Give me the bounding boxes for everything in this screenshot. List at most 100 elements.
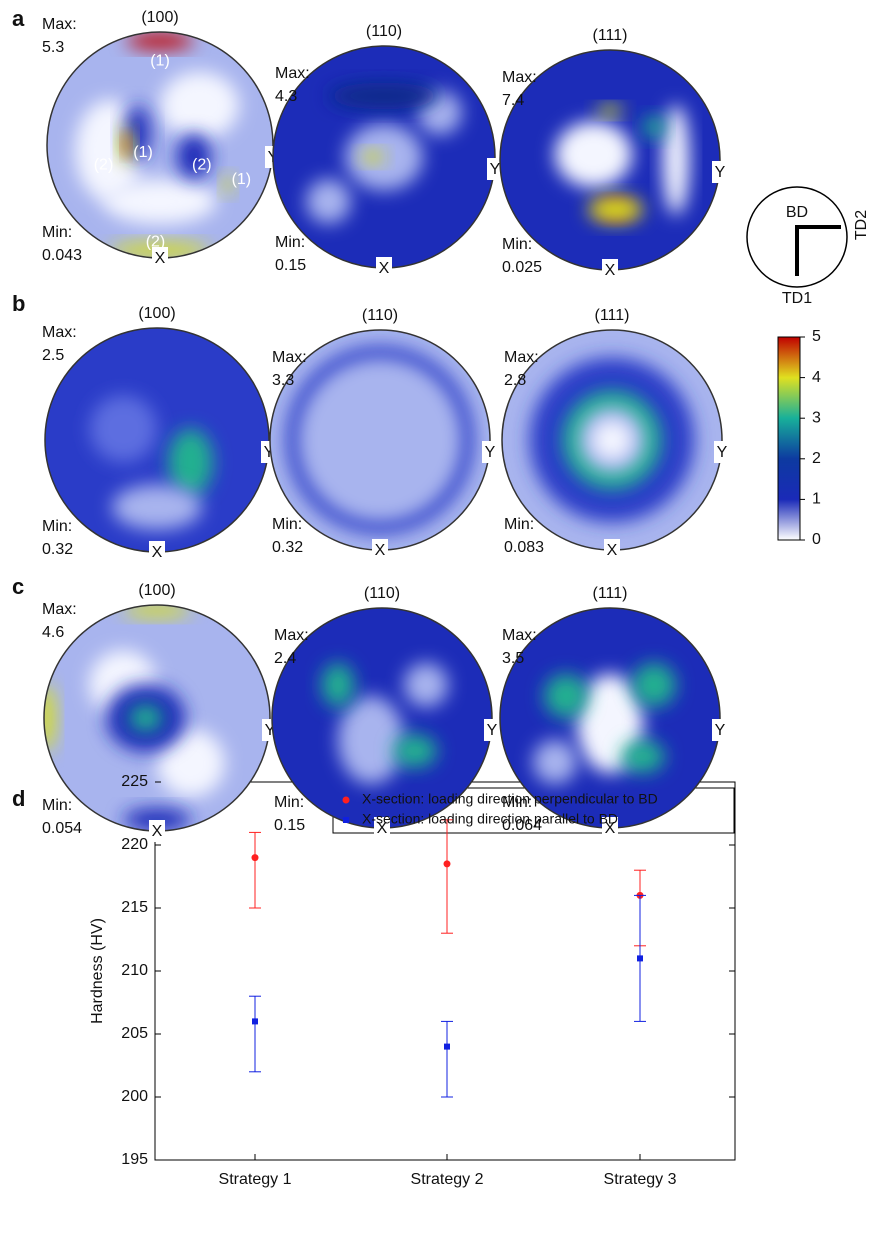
point [251, 854, 259, 862]
legend-label: X-section: loading direction perpendicul… [362, 791, 658, 807]
y-tick-label: 215 [121, 899, 148, 916]
intensity-blob [297, 357, 463, 523]
x-direction: X [375, 542, 386, 559]
min-label: Min: [274, 794, 304, 811]
pole-figure [502, 330, 722, 550]
y-tick-label: 195 [121, 1151, 148, 1168]
min-label: Min: [275, 234, 305, 251]
y-tick-label: 210 [121, 962, 148, 979]
colorbar-label: 3 [812, 409, 821, 426]
pole-figure [500, 50, 720, 270]
max-value: 5.3 [42, 39, 64, 56]
x-direction: X [152, 823, 163, 840]
pole-figure [45, 328, 269, 552]
figure-title: (110) [364, 585, 400, 602]
point [444, 1043, 450, 1050]
colorbar [777, 336, 801, 541]
max-value: 4.6 [42, 624, 64, 641]
intensity-blob [533, 740, 577, 784]
y-direction: Y [715, 164, 726, 181]
intensity-blob [160, 71, 240, 140]
bd-label: BD [786, 204, 808, 221]
panel-label: c [12, 574, 24, 599]
plot-frame [154, 781, 736, 1161]
y-direction: Y [490, 161, 501, 178]
y-tick-label: 220 [121, 836, 148, 853]
min-label: Min: [502, 236, 532, 253]
intensity-blob [588, 196, 643, 223]
intensity-blob [393, 734, 437, 768]
annotation: (2) [94, 157, 114, 174]
min-value: 0.064 [502, 817, 542, 834]
intensity-blob [123, 605, 191, 618]
max-value: 2.5 [42, 347, 64, 364]
intensity-blob [338, 696, 404, 784]
intensity-blob [643, 116, 665, 138]
intensity-blob [345, 123, 423, 191]
x-tick-label: Strategy 2 [411, 1171, 484, 1188]
min-value: 0.025 [502, 259, 542, 276]
annotation: (1) [133, 144, 153, 161]
pole-figure [272, 608, 492, 828]
annotation: (1) [232, 171, 252, 188]
axis-bg [152, 247, 168, 269]
min-value: 0.043 [42, 247, 82, 264]
intensity-blob [123, 808, 191, 831]
x-tick-label: Strategy 1 [219, 1171, 292, 1188]
axis-bg [376, 257, 392, 279]
axis-bg [149, 541, 165, 563]
intensity-blob [306, 179, 351, 224]
td1-label: TD1 [782, 290, 812, 307]
y-direction: Y [487, 722, 498, 739]
figure-title: (111) [593, 27, 628, 44]
panel-label: b [12, 291, 25, 316]
pole-figure [47, 32, 273, 258]
max-value: 2.8 [504, 372, 526, 389]
intensity-blob [328, 82, 440, 110]
intensity-blob [592, 420, 632, 460]
axis-bg [482, 441, 498, 463]
figure-title: (111) [595, 307, 630, 324]
y-tick-label: 225 [121, 773, 148, 790]
max-label: Max: [42, 324, 77, 341]
figure-title: (100) [138, 582, 175, 599]
axis-bg [604, 539, 620, 561]
y-direction: Y [264, 444, 275, 461]
figure-title: (100) [138, 305, 175, 322]
pole-figure [273, 46, 495, 268]
max-value: 3.5 [502, 650, 524, 667]
x-direction: X [377, 820, 388, 837]
intensity-blob [45, 328, 269, 552]
y-direction: Y [717, 444, 728, 461]
max-label: Max: [275, 65, 310, 82]
max-label: Max: [504, 349, 539, 366]
intensity-blob [555, 121, 632, 188]
axis-bg [487, 158, 503, 180]
axis-bg [602, 817, 618, 839]
min-value: 0.15 [274, 817, 305, 834]
max-label: Max: [42, 601, 77, 618]
point [637, 955, 643, 962]
max-label: Max: [272, 349, 307, 366]
td2-label: TD2 [853, 210, 870, 240]
colorbar-label: 0 [812, 531, 821, 548]
intensity-blob [122, 135, 130, 155]
axis-bg [372, 539, 388, 561]
min-value: 0.32 [42, 541, 73, 558]
min-value: 0.054 [42, 820, 82, 837]
intensity-blob [361, 150, 384, 164]
legend-marker [343, 817, 349, 823]
intensity-blob [126, 33, 194, 49]
intensity-blob [112, 484, 202, 530]
axis-bg [712, 719, 728, 741]
intensity-blob [128, 704, 163, 732]
intensity-blob [321, 663, 355, 707]
y-tick-label: 205 [121, 1025, 148, 1042]
max-label: Max: [42, 16, 77, 33]
intensity-blob [621, 740, 665, 773]
intensity-blob [222, 175, 234, 194]
y-tick-label: 200 [121, 1088, 148, 1105]
min-label: Min: [272, 516, 302, 533]
max-value: 2.4 [274, 650, 296, 667]
axis-bg [602, 259, 618, 281]
